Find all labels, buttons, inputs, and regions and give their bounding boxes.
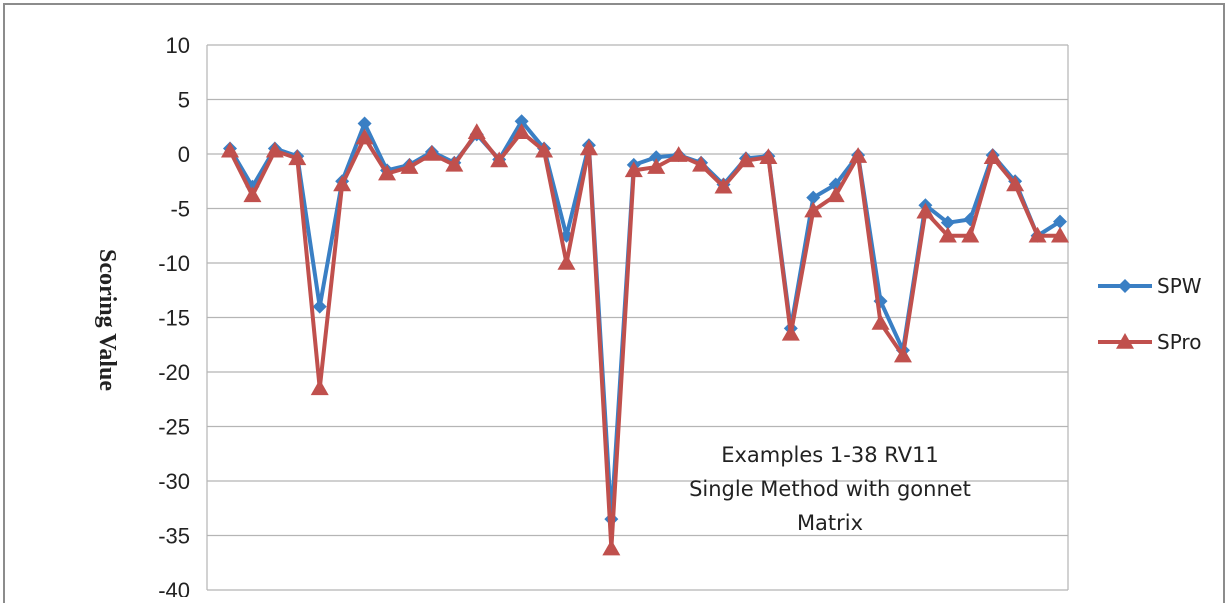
data-point-triangle <box>512 123 531 139</box>
data-point-diamond <box>1053 214 1067 229</box>
data-point-triangle <box>714 177 733 194</box>
data-point-diamond <box>357 116 372 131</box>
y-tick-label: -20 <box>158 360 190 385</box>
data-point-triangle <box>333 175 352 192</box>
series-spw <box>223 114 1067 527</box>
data-point-triangle <box>938 226 957 243</box>
y-tick-label: -5 <box>170 197 190 222</box>
data-point-diamond <box>312 299 327 314</box>
data-point-triangle <box>467 123 486 139</box>
annotation-line: Examples 1-38 RV11 <box>721 443 939 467</box>
legend-label: SPW <box>1157 274 1202 298</box>
data-point-triangle <box>265 141 284 158</box>
data-point-triangle <box>243 186 262 203</box>
data-point-triangle <box>1116 333 1134 349</box>
data-point-triangle <box>736 151 755 168</box>
data-point-triangle <box>1006 175 1025 192</box>
chart-annotation: Examples 1-38 RV11 Single Method with gon… <box>689 443 971 535</box>
data-point-triangle <box>624 161 643 178</box>
data-point-triangle <box>422 145 441 161</box>
data-point-triangle <box>781 324 800 341</box>
data-point-triangle <box>692 155 711 172</box>
data-point-triangle <box>961 226 980 243</box>
y-tick-label: -25 <box>158 415 190 440</box>
data-point-triangle <box>557 254 576 270</box>
data-point-diamond <box>806 190 821 205</box>
data-point-diamond <box>940 215 955 230</box>
data-point-triangle <box>535 141 554 158</box>
data-point-triangle <box>602 539 621 556</box>
data-point-triangle <box>1051 226 1069 243</box>
y-tick-label: -40 <box>158 578 190 597</box>
y-axis-label: Scoring Value <box>94 249 120 391</box>
y-tick-label: -10 <box>158 251 190 276</box>
data-point-triangle <box>378 164 397 181</box>
legend-item-spw: SPW <box>1098 274 1202 298</box>
data-point-diamond <box>1118 279 1132 293</box>
data-point-triangle <box>355 128 374 145</box>
data-point-triangle <box>871 313 890 330</box>
data-point-triangle <box>849 147 868 163</box>
data-point-triangle <box>1028 226 1047 243</box>
data-point-triangle <box>983 148 1002 165</box>
data-point-triangle <box>893 346 912 363</box>
data-point-triangle <box>826 186 845 203</box>
data-point-triangle <box>669 146 688 162</box>
y-tick-label: -15 <box>158 306 190 331</box>
data-point-diamond <box>514 114 529 129</box>
data-point-triangle <box>804 201 823 218</box>
data-point-triangle <box>445 155 464 172</box>
y-tick-label: -30 <box>158 469 190 494</box>
y-tick-label: 0 <box>178 142 190 167</box>
data-point-diamond <box>649 150 664 165</box>
series-spro <box>221 123 1069 556</box>
data-point-triangle <box>916 202 935 219</box>
data-point-triangle <box>579 139 598 156</box>
y-tick-label: 5 <box>178 88 190 113</box>
data-point-triangle <box>490 151 509 168</box>
data-point-triangle <box>400 158 419 174</box>
gridlines <box>206 44 1069 591</box>
y-axis-ticks: 10 5 0 -5 -10 -15 -20 -25 -30 -35 -40 <box>158 33 190 597</box>
annotation-line: Single Method with gonnet <box>689 477 971 501</box>
data-point-triangle <box>288 149 307 166</box>
annotation-line: Matrix <box>797 511 863 535</box>
data-point-triangle <box>759 148 778 165</box>
data-point-triangle <box>647 158 666 174</box>
legend-item-spro: SPro <box>1098 330 1201 354</box>
legend-label: SPro <box>1157 330 1201 354</box>
legend: SPW SPro <box>1098 274 1202 354</box>
y-tick-label: 10 <box>166 33 190 58</box>
y-tick-label: -35 <box>158 524 190 549</box>
data-point-triangle <box>310 379 329 396</box>
series-layer <box>221 114 1069 556</box>
data-point-triangle <box>221 141 239 158</box>
